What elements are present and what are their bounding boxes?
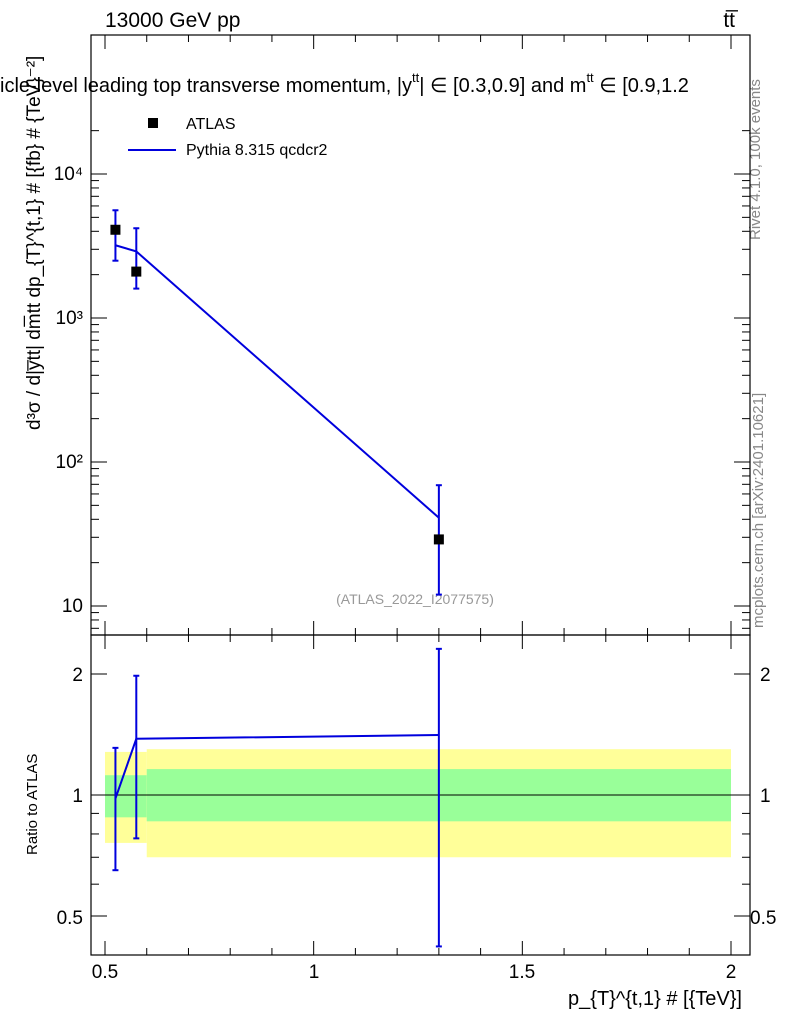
data-point: [433, 534, 444, 545]
main-series: [110, 209, 444, 596]
x-tick-label-1p5: 1.5: [509, 962, 535, 983]
svg-text:icle-level leading top transve: icle-level leading top transverse moment…: [0, 70, 689, 97]
x-tick-label-2: 2: [726, 962, 737, 983]
legend-data-marker: [148, 118, 158, 128]
mc-curve: [115, 244, 440, 519]
y-axis-label-main: d³σ / d|y̅tt| dm̅tt dp_{T}^{t,1} # [{fb}…: [24, 56, 45, 430]
legend-data-label: ATLAS: [186, 116, 236, 133]
header-right: tt̅: [723, 9, 739, 32]
plot-title: icle-level leading top transverse moment…: [0, 70, 689, 97]
analysis-watermark: (ATLAS_2022_I2077575): [336, 591, 494, 607]
ratio-tick-label-0p5-left: 0.5: [57, 908, 83, 929]
x-axis-label: p_{T}^{t,1} # [{TeV}]: [568, 988, 742, 1010]
ratio-series: [112, 647, 442, 948]
axis-ticks: [91, 35, 750, 955]
y-tick-labels-ratio: 0.5 1 2 0.5 1 2: [57, 665, 777, 929]
y-tick-label-1000: 10³: [56, 308, 83, 329]
header-left: 13000 GeV pp: [105, 9, 240, 32]
ratio-bands: [91, 749, 750, 858]
legend-mc-label: Pythia 8.315 qcdcr2: [186, 142, 328, 159]
legend: ATLAS Pythia 8.315 qcdcr2: [128, 116, 328, 159]
ratio-tick-label-0p5-right: 0.5: [750, 908, 776, 929]
x-tick-label-1: 1: [309, 962, 320, 983]
ratio-tick-label-2-left: 2: [72, 665, 83, 686]
title-sup-2: tt: [586, 70, 594, 85]
ratio-tick-label-2-right: 2: [760, 665, 771, 686]
ratio-tick-label-1-right: 1: [760, 786, 771, 807]
x-tick-label-0p5: 0.5: [92, 962, 118, 983]
x-tick-labels: 0.5 1 1.5 2: [92, 962, 737, 983]
data-point: [110, 224, 121, 235]
data-point: [131, 266, 142, 277]
ratio-band-inner-0: [105, 775, 147, 818]
y-tick-label-10000: 10⁴: [54, 164, 83, 185]
ratio-tick-label-1-left: 1: [72, 786, 83, 807]
y-axis-label-ratio: Ratio to ATLAS: [24, 754, 41, 855]
rivet-label: Rivet 4.1.0, 100k events: [747, 79, 764, 240]
title-sup-1: tt: [412, 70, 420, 85]
y-tick-label-100: 10²: [56, 452, 83, 473]
y-tick-labels-main: 10 10² 10³ 10⁴: [54, 164, 83, 617]
title-part-1: icle-level leading top transverse moment…: [0, 75, 412, 97]
title-part-3: ∈ [0.9,1.2: [594, 75, 689, 97]
mcplots-label: mcplots.cern.ch [arXiv:2401.10621]: [750, 393, 767, 628]
y-tick-label-10: 10: [62, 596, 83, 617]
title-part-2: | ∈ [0.3,0.9] and m: [419, 75, 586, 97]
